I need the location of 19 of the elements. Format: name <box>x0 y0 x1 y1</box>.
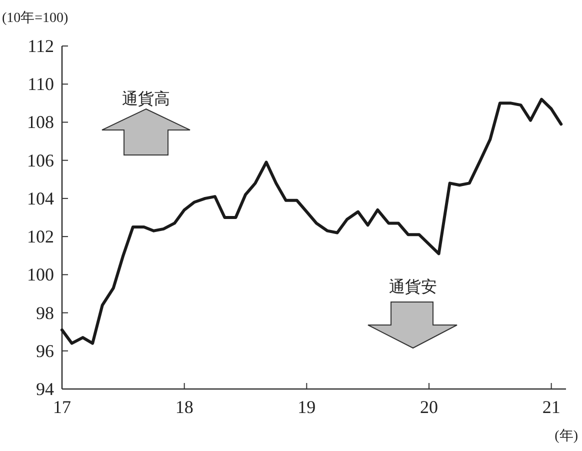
y-tick-label: 110 <box>28 74 54 94</box>
x-tick-label: 20 <box>420 397 438 417</box>
x-tick-label: 17 <box>53 397 71 417</box>
x-axis-title: (年) <box>554 428 578 444</box>
y-tick-label: 104 <box>27 188 54 208</box>
y-tick-label: 94 <box>36 379 54 399</box>
y-tick-label: 102 <box>27 226 54 247</box>
y-tick-label: 96 <box>36 340 54 361</box>
x-tick-label: 18 <box>175 397 194 417</box>
y-tick-label: 100 <box>27 264 54 285</box>
annotation: 通貨安 <box>389 278 437 296</box>
x-tick-label: 21 <box>542 397 560 417</box>
x-tick-label: 19 <box>298 397 316 417</box>
y-axis-title: (10年=100) <box>2 10 69 26</box>
y-tick-label: 112 <box>28 36 54 56</box>
y-tick-label: 98 <box>36 302 54 323</box>
y-tick-label: 106 <box>27 150 54 170</box>
annotation: 通貨高 <box>122 90 170 108</box>
y-tick-label: 108 <box>27 112 54 132</box>
